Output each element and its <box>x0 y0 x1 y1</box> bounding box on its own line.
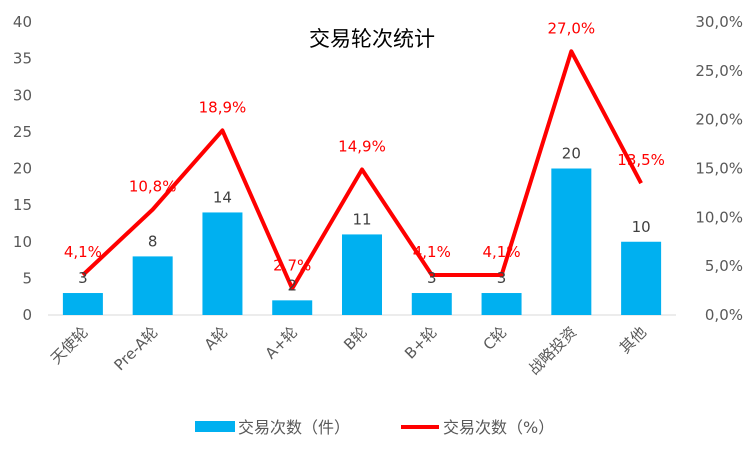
pct-value-label: 18,9% <box>199 98 247 116</box>
right-tick-label: 30,0% <box>695 13 743 31</box>
pct-value-label: 27,0% <box>548 19 596 37</box>
legend-bar-swatch <box>195 421 235 432</box>
bar-value-label: 3 <box>78 269 88 287</box>
category-labels: 天使轮 Pre-A轮 A轮 A+轮 B轮 B+轮 C轮 战略投资 其他 <box>47 323 650 378</box>
left-tick-label: 25 <box>13 123 32 141</box>
bar-value-label: 3 <box>427 269 437 287</box>
pct-value-label: 4,1% <box>64 243 102 261</box>
right-tick-label: 15,0% <box>695 160 743 178</box>
bar-value-label: 2 <box>287 276 297 294</box>
bar-value-label: 11 <box>352 210 371 228</box>
bar <box>272 300 313 315</box>
pct-value-label: 13,5% <box>617 151 665 169</box>
left-tick-label: 10 <box>13 233 32 251</box>
line-path <box>81 49 643 291</box>
bar-value-label: 14 <box>213 188 232 206</box>
bar <box>342 234 382 315</box>
bar <box>481 293 522 315</box>
left-tick-label: 0 <box>22 306 32 324</box>
right-tick-label: 20,0% <box>695 111 743 129</box>
category-label: 战略投资 <box>525 323 580 378</box>
pct-value-label: 2,7% <box>273 257 311 275</box>
right-tick-label: 0,0% <box>705 306 743 324</box>
left-tick-label: 35 <box>13 50 32 68</box>
left-tick-label: 5 <box>22 269 32 287</box>
category-label: 天使轮 <box>47 323 92 368</box>
category-label: B+轮 <box>401 323 440 362</box>
bar-value-label: 3 <box>497 269 507 287</box>
pct-value-label: 4,1% <box>413 243 451 261</box>
category-label: Pre-A轮 <box>110 323 161 374</box>
category-label: A轮 <box>201 323 232 354</box>
left-tick-label: 20 <box>13 160 32 178</box>
legend-line-label: 交易次数（%） <box>443 418 554 437</box>
bar <box>621 241 662 315</box>
left-tick-label: 40 <box>13 13 32 31</box>
bar <box>132 256 173 315</box>
legend: 交易次数（件） 交易次数（%） <box>195 418 554 437</box>
pct-value-label: 14,9% <box>338 137 386 155</box>
bar <box>62 293 103 315</box>
pct-labels: 4,1% 10,8% 18,9% 2,7% 14,9% 4,1% 4,1% 27,0% 13,5… <box>64 19 665 274</box>
bar-labels: 3 8 14 2 11 3 3 20 10 <box>78 145 651 295</box>
bar-series <box>62 168 662 315</box>
bar-value-label: 20 <box>562 145 581 163</box>
right-tick-label: 25,0% <box>695 62 743 80</box>
category-label: 其他 <box>616 323 650 357</box>
chart-title: 交易轮次统计 <box>309 27 435 51</box>
left-tick-label: 15 <box>13 196 32 214</box>
bar-value-label: 8 <box>148 232 158 250</box>
bar-value-label: 10 <box>632 218 651 236</box>
line-series <box>81 49 643 291</box>
bar <box>411 293 452 315</box>
category-label: C轮 <box>480 323 511 354</box>
right-tick-label: 5,0% <box>705 257 743 275</box>
category-label: A+轮 <box>262 323 301 362</box>
bar <box>551 168 592 315</box>
legend-bar-label: 交易次数（件） <box>238 418 350 437</box>
right-tick-label: 10,0% <box>695 208 743 226</box>
left-tick-label: 30 <box>13 86 32 104</box>
pct-value-label: 4,1% <box>483 243 521 261</box>
left-axis: 0 5 10 15 20 25 30 35 40 <box>13 13 32 324</box>
bar <box>202 212 243 315</box>
right-axis: 0,0% 5,0% 10,0% 15,0% 20,0% 25,0% 30,0% <box>695 13 743 324</box>
category-label: B轮 <box>340 323 371 354</box>
pct-value-label: 10,8% <box>129 178 177 196</box>
